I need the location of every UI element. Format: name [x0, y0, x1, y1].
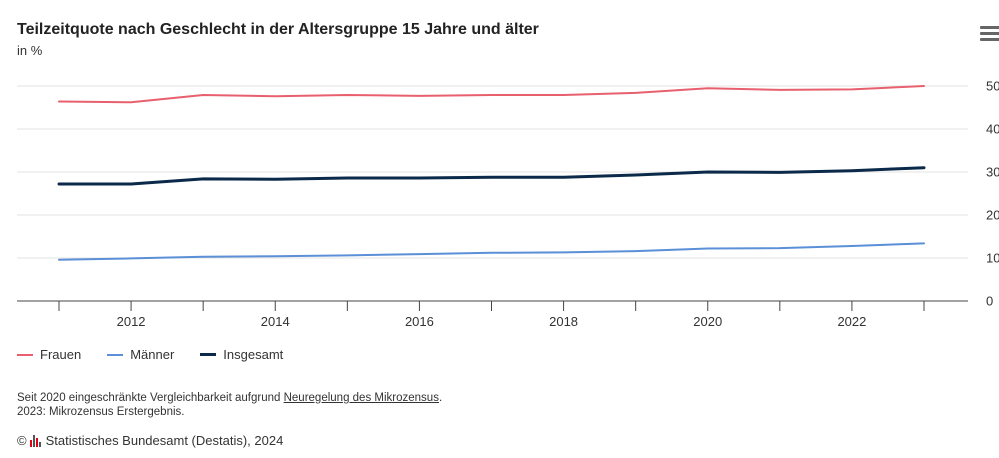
mikrozensus-link[interactable]: Neuregelung des Mikrozensus: [283, 392, 439, 404]
note-text-end: .: [438, 392, 443, 404]
legend-swatch-frauen: [17, 353, 33, 356]
note-text: Seit 2020 eingeschränkte Vergleichbarkei…: [17, 392, 284, 404]
y-tick-label: 0: [986, 294, 993, 309]
legend-label: Männer: [130, 347, 175, 362]
destatis-logo-icon: [29, 434, 42, 447]
y-tick-label: 30: [986, 165, 999, 180]
x-tick-label: 2016: [405, 314, 434, 329]
x-tick-label: 2022: [837, 314, 866, 329]
x-tick-label: 2014: [261, 314, 290, 329]
chart-legend: Frauen Männer Insgesamt: [17, 347, 309, 362]
x-tick-label: 2018: [549, 314, 578, 329]
chart-title: Teilzeitquote nach Geschlecht in der Alt…: [17, 21, 539, 38]
copyright-symbol: ©: [17, 433, 27, 448]
x-tick-label: 2020: [693, 314, 722, 329]
y-tick-label: 40: [986, 122, 999, 137]
series-line-männer: [58, 242, 925, 261]
legend-item-insgesamt[interactable]: Insgesamt: [200, 347, 283, 362]
legend-label: Insgesamt: [223, 347, 284, 362]
x-tick-label: 2012: [117, 314, 146, 329]
legend-item-maenner[interactable]: Männer: [107, 347, 174, 362]
y-tick-label: 10: [986, 251, 999, 266]
y-tick-label: 20: [986, 208, 999, 223]
line-chart: 0 10 20 30 40 50 2012 2014 2016 2018 2020 2022: [17, 79, 999, 329]
series-line-insgesamt: [57, 166, 926, 186]
legend-item-frauen[interactable]: Frauen: [17, 347, 81, 362]
chart-subtitle: in %: [17, 43, 43, 58]
legend-label: Frauen: [40, 347, 82, 362]
hamburger-menu-icon[interactable]: [980, 26, 999, 44]
legend-swatch-maenner: [107, 353, 124, 356]
y-tick-label: 50: [986, 79, 999, 94]
source-credit: © Statistisches Bundesamt (Destatis), 20…: [17, 433, 283, 448]
source-text: Statistisches Bundesamt (Destatis), 2024: [45, 433, 284, 448]
series-line-frauen: [58, 85, 925, 104]
note-comparability: Seit 2020 eingeschränkte Vergleichbarkei…: [17, 392, 442, 404]
note-preliminary: 2023: Mikrozensus Erstergebnis.: [17, 406, 185, 418]
legend-swatch-insgesamt: [200, 353, 217, 356]
